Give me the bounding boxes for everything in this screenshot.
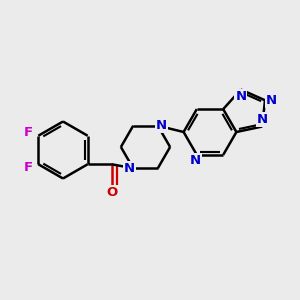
Text: N: N <box>156 119 167 132</box>
Text: F: F <box>24 161 33 174</box>
Text: N: N <box>124 162 135 175</box>
Text: N: N <box>235 90 246 103</box>
Text: F: F <box>24 126 33 139</box>
Text: N: N <box>266 94 277 107</box>
Text: N: N <box>190 154 201 167</box>
Text: O: O <box>106 186 117 199</box>
Text: N: N <box>257 113 268 126</box>
